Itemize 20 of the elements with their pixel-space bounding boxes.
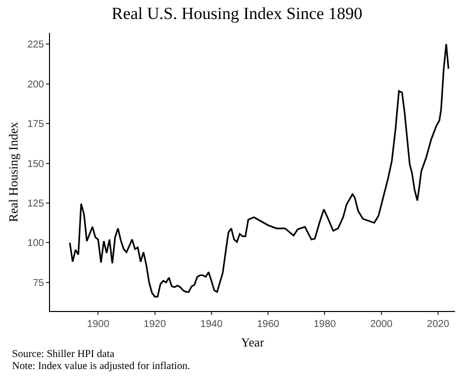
y-tick-label: 75 <box>32 278 44 289</box>
y-tick-label: 150 <box>27 158 44 170</box>
x-tick-label: 1980 <box>314 319 336 330</box>
text: Note: Index value is adjusted for inflation. <box>12 361 190 372</box>
x-tick-label: 1900 <box>87 319 110 330</box>
x-tick-label: 1960 <box>256 319 280 330</box>
y-tick-label: 125 <box>27 198 44 210</box>
x-tick-label: 1920 <box>144 319 166 330</box>
y-tick-label: 200 <box>27 79 44 90</box>
source-note: Source: Shiller HPI data <box>12 349 115 360</box>
y-tick-label: 100 <box>27 238 44 250</box>
x-tick-label: 1940 <box>200 319 223 330</box>
x-tick-label: 2000 <box>370 319 393 330</box>
y-tick-label: 225 <box>27 40 44 51</box>
x-tick-label: 2020 <box>426 319 450 330</box>
chart-title: Real U.S. Housing Index Since 1890 <box>112 4 362 24</box>
y-tick-label: 175 <box>27 119 44 130</box>
x-axis-title: Year <box>240 335 265 350</box>
y-axis-title: Real Housing Index <box>6 121 20 222</box>
line-series <box>69 43 450 298</box>
